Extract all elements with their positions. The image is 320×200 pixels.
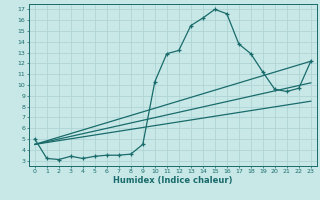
X-axis label: Humidex (Indice chaleur): Humidex (Indice chaleur) <box>113 176 233 185</box>
